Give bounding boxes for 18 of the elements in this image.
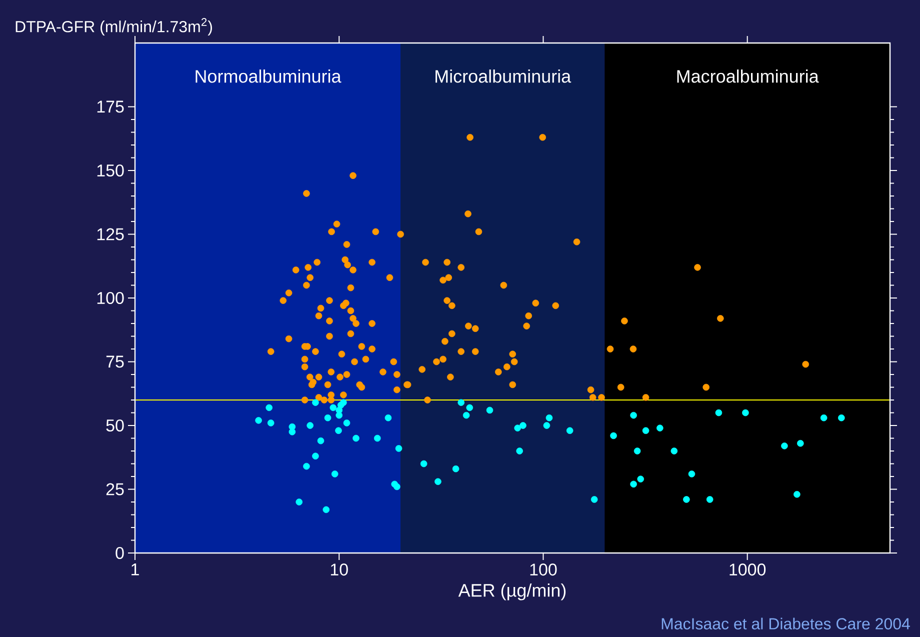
x-tick-label: 100 xyxy=(530,564,557,576)
text: MacIsaac et al Diabetes Care 2004 xyxy=(662,618,910,630)
x-tick-label: 10 xyxy=(330,564,348,576)
x-tick-label: 1000 xyxy=(730,564,766,576)
y-axis-title: DTPA-GFR (ml/min/1.73m$^{2}$) xyxy=(16,18,212,36)
y-tick-label: 75 xyxy=(106,356,124,368)
y-tick-label: 125 xyxy=(97,228,124,240)
x-axis-title: AER (µg/min) xyxy=(458,584,566,600)
y-tick-label: 0 xyxy=(116,546,124,560)
y-tick-label: 150 xyxy=(97,164,124,177)
band-label: Microalbuminuria xyxy=(436,70,572,83)
x-tick-label: 1 xyxy=(132,564,139,576)
y-tick-label: 100 xyxy=(97,292,124,304)
band-label: Normoalbuminuria xyxy=(196,70,342,83)
y-tick-label: 50 xyxy=(106,419,124,432)
y-tick-label: 175 xyxy=(97,100,124,113)
y-tick-label: 25 xyxy=(106,483,124,496)
band-label: Macroalbuminuria xyxy=(677,70,819,83)
